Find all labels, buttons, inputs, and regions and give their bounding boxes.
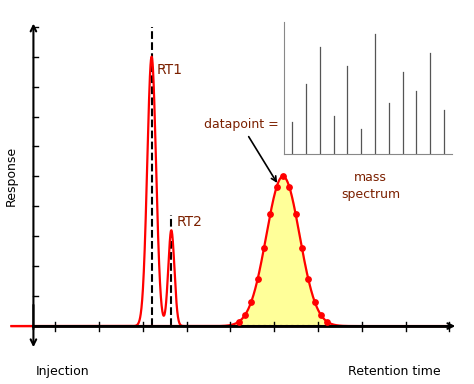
Text: Injection: Injection	[36, 365, 89, 378]
Point	[247, 298, 255, 305]
Point	[235, 319, 243, 325]
Text: RT2: RT2	[177, 215, 202, 229]
Point	[292, 211, 300, 217]
Text: RT1: RT1	[157, 63, 183, 77]
Point	[241, 312, 249, 318]
Text: mass
spectrum: mass spectrum	[341, 170, 400, 200]
Point	[266, 211, 274, 217]
Text: datapoint =: datapoint =	[204, 119, 279, 181]
Text: Response: Response	[5, 146, 18, 207]
Point	[254, 276, 262, 282]
Text: Retention time: Retention time	[348, 365, 440, 378]
Point	[311, 298, 319, 305]
Point	[279, 173, 287, 179]
Point	[260, 245, 268, 251]
Point	[317, 312, 325, 318]
Point	[273, 184, 281, 190]
Point	[323, 319, 331, 325]
Point	[304, 276, 312, 282]
Point	[285, 184, 293, 190]
Point	[298, 245, 306, 251]
